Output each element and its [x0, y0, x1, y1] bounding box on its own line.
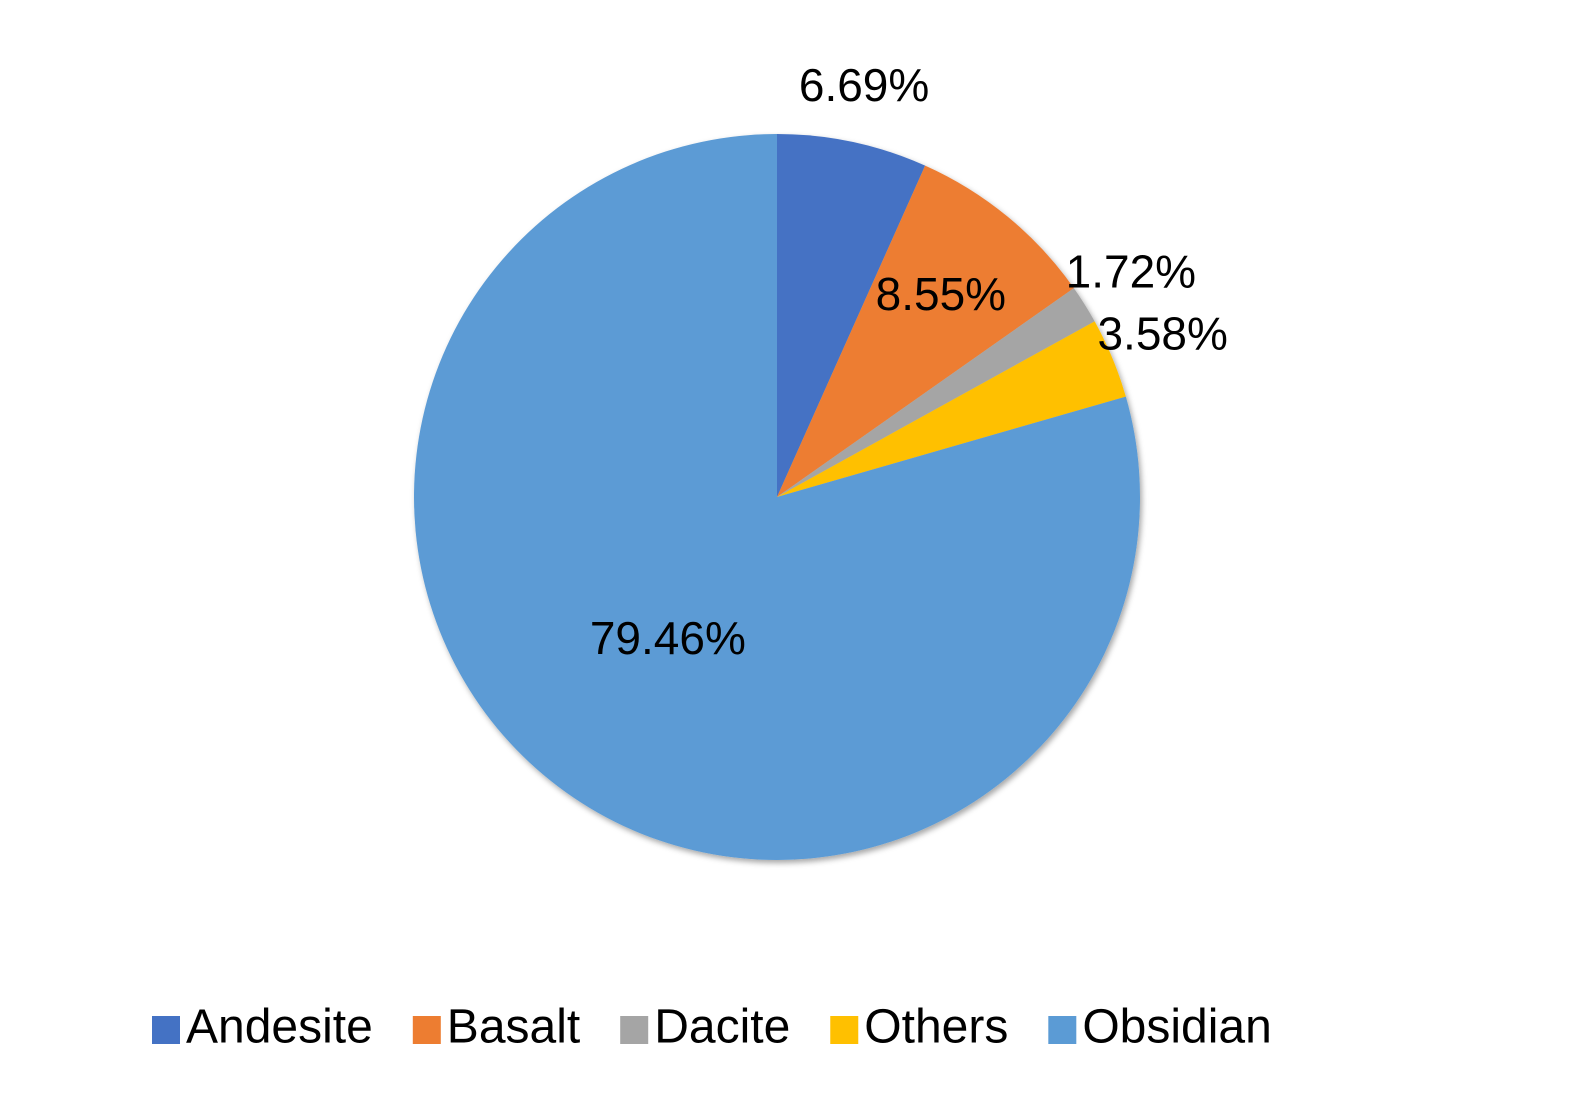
legend-label: Others — [864, 1001, 1008, 1054]
pie-slice — [777, 134, 926, 497]
data-label: 1.72% — [1066, 246, 1196, 298]
legend-swatch — [1048, 1016, 1077, 1044]
data-label: 8.55% — [876, 268, 1006, 320]
legend-swatch — [152, 1016, 180, 1044]
pie-slice — [414, 134, 1141, 860]
data-label: 3.58% — [1097, 307, 1227, 359]
legend: Andesite Basalt Dacite Others Obsidian — [152, 1001, 1272, 1054]
legend-swatch — [620, 1016, 649, 1044]
legend-label: Basalt — [447, 1001, 580, 1054]
data-label: 79.46% — [590, 612, 746, 664]
legend-label: Dacite — [654, 1001, 790, 1054]
pie-slice — [777, 165, 1074, 498]
legend-swatch — [412, 1016, 441, 1044]
pie-slice — [777, 321, 1126, 497]
legend-label: Andesite — [186, 1001, 373, 1054]
data-label: 6.69% — [799, 59, 929, 111]
legend-swatch — [830, 1016, 859, 1044]
legend-label: Obsidian — [1082, 1001, 1271, 1054]
pie-slice — [777, 288, 1095, 497]
pie — [414, 134, 1141, 860]
data-labels: 6.69% 8.55% 1.72% 3.58% 79.46% — [590, 59, 1228, 664]
